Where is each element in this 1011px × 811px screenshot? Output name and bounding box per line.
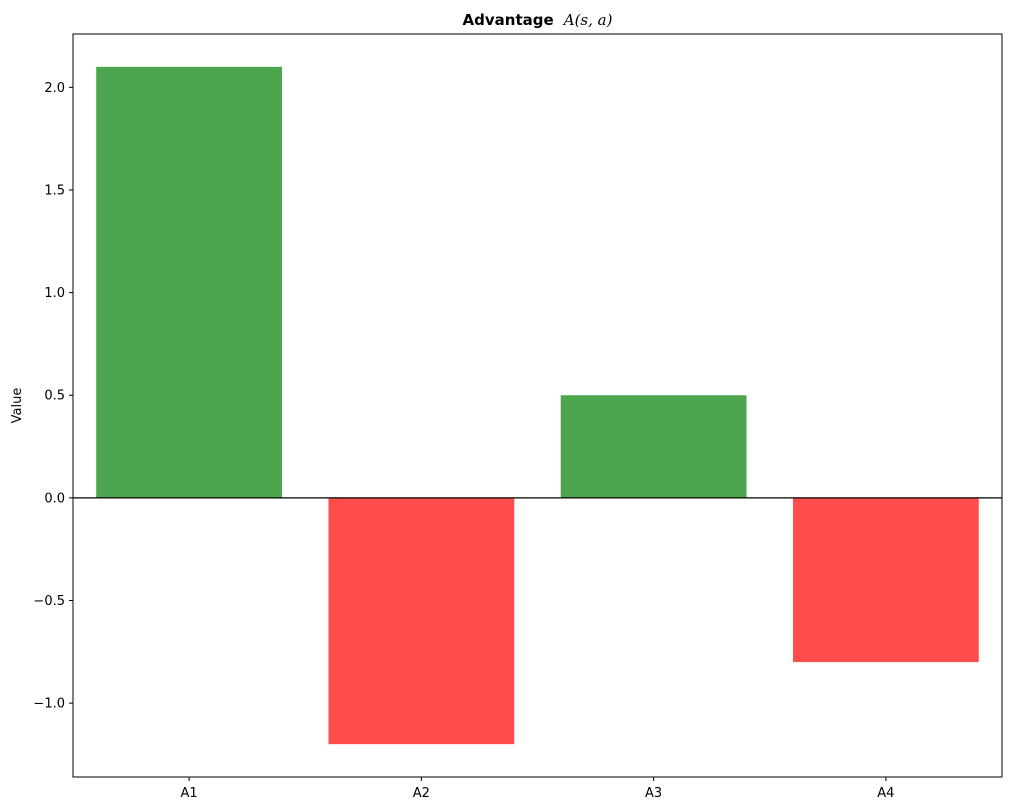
bar-a1 xyxy=(96,66,283,498)
chart-title: Advantage A(s, a) xyxy=(463,10,613,29)
y-tick-label: −1.0 xyxy=(33,697,65,712)
x-tick-label-a3: A3 xyxy=(645,786,662,801)
y-tick-label: 2.0 xyxy=(44,81,65,96)
y-tick-label: 1.5 xyxy=(44,183,65,198)
bars-group xyxy=(96,66,979,745)
y-tick-label: 0.5 xyxy=(44,389,65,404)
bar-a2 xyxy=(328,497,515,745)
y-tick-label: 0.0 xyxy=(44,491,65,506)
y-axis-ticks: −1.0 −0.5 0.0 0.5 1.0 1.5 2.0 xyxy=(33,81,73,712)
bar-a4 xyxy=(792,497,979,663)
chart-title-text: Advantage xyxy=(463,11,554,29)
plot-frame xyxy=(72,33,1003,778)
x-tick-label-a2: A2 xyxy=(413,786,430,801)
y-axis-label: Value xyxy=(10,388,25,424)
x-axis-ticks: A1 A2 A3 A4 xyxy=(181,777,894,801)
chart-title-math: A(s, a) xyxy=(562,11,613,29)
x-tick-label-a4: A4 xyxy=(877,786,894,801)
y-tick-label: −0.5 xyxy=(33,594,65,609)
y-tick-label: 1.0 xyxy=(44,286,65,301)
bar-a3 xyxy=(560,395,747,498)
x-tick-label-a1: A1 xyxy=(181,786,198,801)
